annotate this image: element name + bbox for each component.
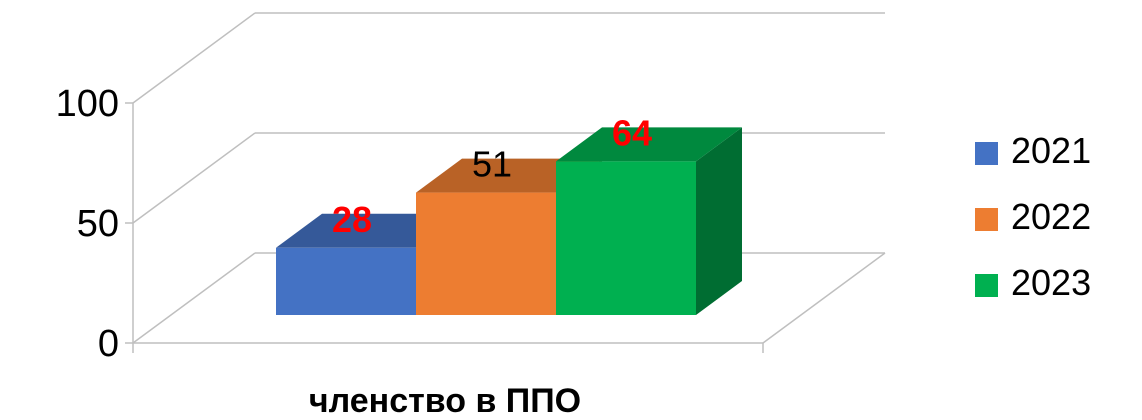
y-axis-ticks: 0 50 100 [56,83,119,365]
bar-side-2023 [696,127,742,316]
bar-top-2022 [416,158,602,193]
bar-top-2021 [276,213,462,248]
bar-2023 [556,127,742,316]
floor-right-edge [762,252,886,344]
legend-swatch-2023 [975,274,998,297]
data-label-2022: 51 [472,144,512,185]
gridline-wall [132,132,256,224]
y-tick-label: 100 [56,83,119,125]
y-tick-label: 50 [77,203,119,245]
bars [276,127,742,316]
gridline-wall [132,252,256,344]
legend-swatch-2022 [975,208,998,231]
gridline-wall [132,12,256,104]
bar-front-2022 [416,192,556,315]
x-axis-label: членство в ППО [309,382,581,420]
legend-swatch-2021 [975,142,998,165]
y-tick-label: 0 [98,323,119,365]
bar-front-2021 [276,247,416,315]
bar-top-2023 [556,127,742,162]
legend-label-2021: 2021 [1011,130,1091,171]
data-label-2023: 64 [612,112,652,153]
axes [125,102,886,353]
legend-label-2022: 2022 [1011,196,1091,237]
legend-label-2023: 2023 [1011,262,1091,303]
bar-front-2023 [556,161,696,315]
legend: 2021 2022 2023 [975,130,1091,303]
data-label-2021: 28 [332,199,372,240]
data-labels: 28 51 64 [332,112,652,239]
